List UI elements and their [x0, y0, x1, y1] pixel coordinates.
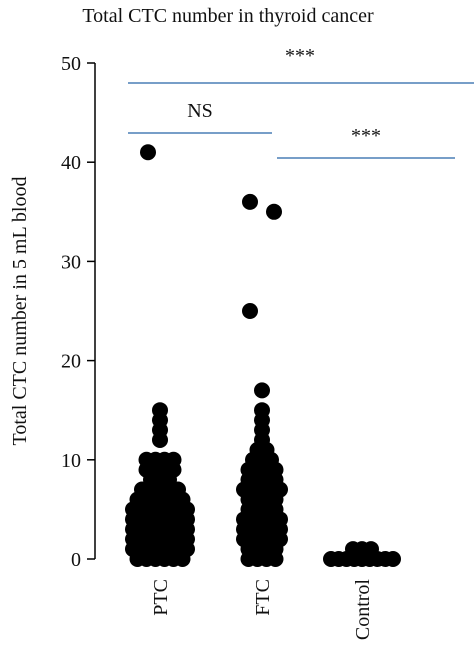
dot: [385, 551, 401, 567]
y-axis-label: Total CTC number in 5 mL blood: [9, 177, 31, 446]
significance-label: ***: [285, 45, 315, 67]
significance-label: ***: [351, 125, 381, 147]
x-tick-label: PTC: [150, 579, 172, 616]
dot: [174, 551, 191, 567]
y-tick-label: 10: [61, 450, 81, 472]
chart-title: Total CTC number in thyroid cancer: [82, 5, 374, 27]
dot: [152, 431, 168, 448]
y-tick-label: 30: [61, 251, 81, 273]
dot: [267, 551, 284, 567]
y-tick-label: 0: [71, 549, 81, 571]
y-tick-label: 20: [61, 351, 81, 373]
dot: [140, 144, 156, 161]
dot: [242, 193, 258, 210]
dot: [254, 382, 270, 399]
dot: [242, 303, 258, 319]
y-tick-label: 40: [61, 152, 81, 174]
x-tick-label: Control: [352, 579, 374, 641]
significance-label: NS: [187, 100, 213, 122]
x-tick-label: FTC: [252, 579, 274, 616]
y-tick-label: 50: [61, 53, 81, 75]
dot: [266, 203, 282, 220]
